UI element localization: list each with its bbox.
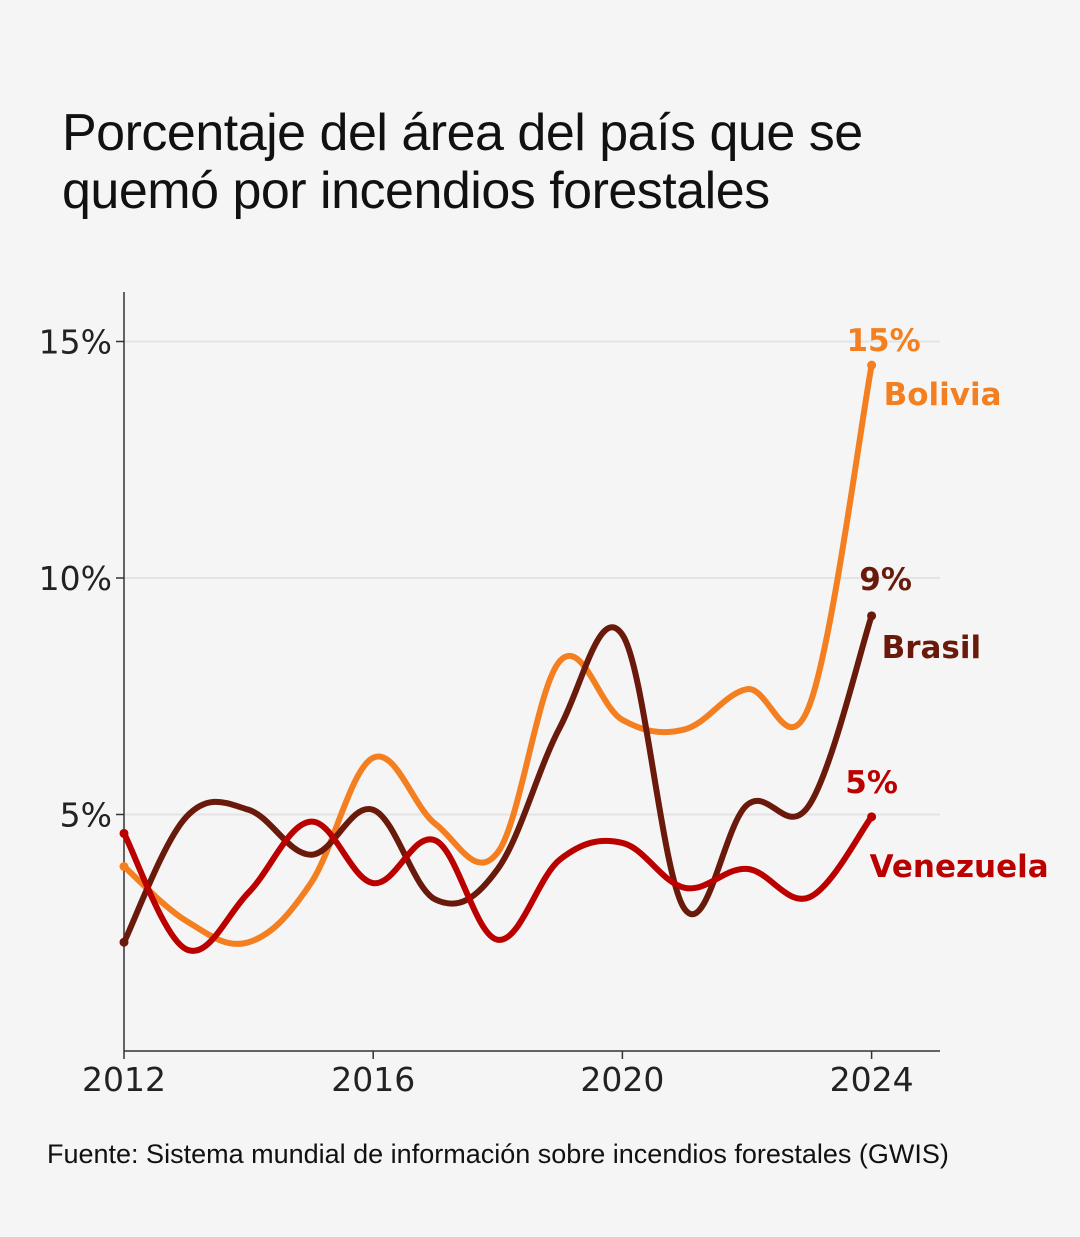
y-axis xyxy=(116,292,125,1051)
series-lines xyxy=(119,360,877,954)
x-tick-label: 2012 xyxy=(82,1060,166,1099)
y-tick-label: 10% xyxy=(39,559,112,598)
series-name-brasil: Brasil xyxy=(882,630,982,666)
x-tick-label: 2024 xyxy=(830,1060,914,1099)
series-line-venezuela xyxy=(121,813,875,954)
y-tick-labels: 5% 10% 15% xyxy=(39,323,112,835)
x-tick-label: 2020 xyxy=(580,1060,664,1099)
series-end-value-bolivia: 15% xyxy=(846,323,920,359)
y-tick-label: 15% xyxy=(39,323,112,362)
chart-title-line-2: quemó por incendios forestales xyxy=(62,162,770,220)
series-name-venezuela: Venezuela xyxy=(870,849,1049,885)
series-labels: 15% Bolivia 9% Brasil 5% Venezuela xyxy=(845,323,1048,885)
data-point xyxy=(867,360,877,370)
data-point xyxy=(867,812,877,822)
data-point xyxy=(119,828,129,838)
series-brasil xyxy=(119,611,877,947)
data-point xyxy=(119,862,129,872)
data-point xyxy=(867,611,877,621)
series-line-brasil xyxy=(121,612,875,946)
series-venezuela xyxy=(119,812,877,954)
x-tick-labels: 2012 2016 2020 2024 xyxy=(82,1060,914,1099)
series-line-bolivia xyxy=(121,362,875,947)
x-tick-label: 2016 xyxy=(331,1060,415,1099)
x-axis xyxy=(123,1050,940,1059)
source-note: Fuente: Sistema mundial de información s… xyxy=(47,1139,949,1169)
series-bolivia xyxy=(119,360,877,947)
y-tick-label: 5% xyxy=(60,796,112,835)
series-name-bolivia: Bolivia xyxy=(884,377,1002,413)
series-end-value-brasil: 9% xyxy=(859,562,912,598)
chart-title: Porcentaje del área del país que se quem… xyxy=(62,104,1022,220)
data-point xyxy=(119,937,129,947)
chart-title-line-1: Porcentaje del área del país que se xyxy=(62,104,863,162)
series-end-value-venezuela: 5% xyxy=(845,765,898,801)
